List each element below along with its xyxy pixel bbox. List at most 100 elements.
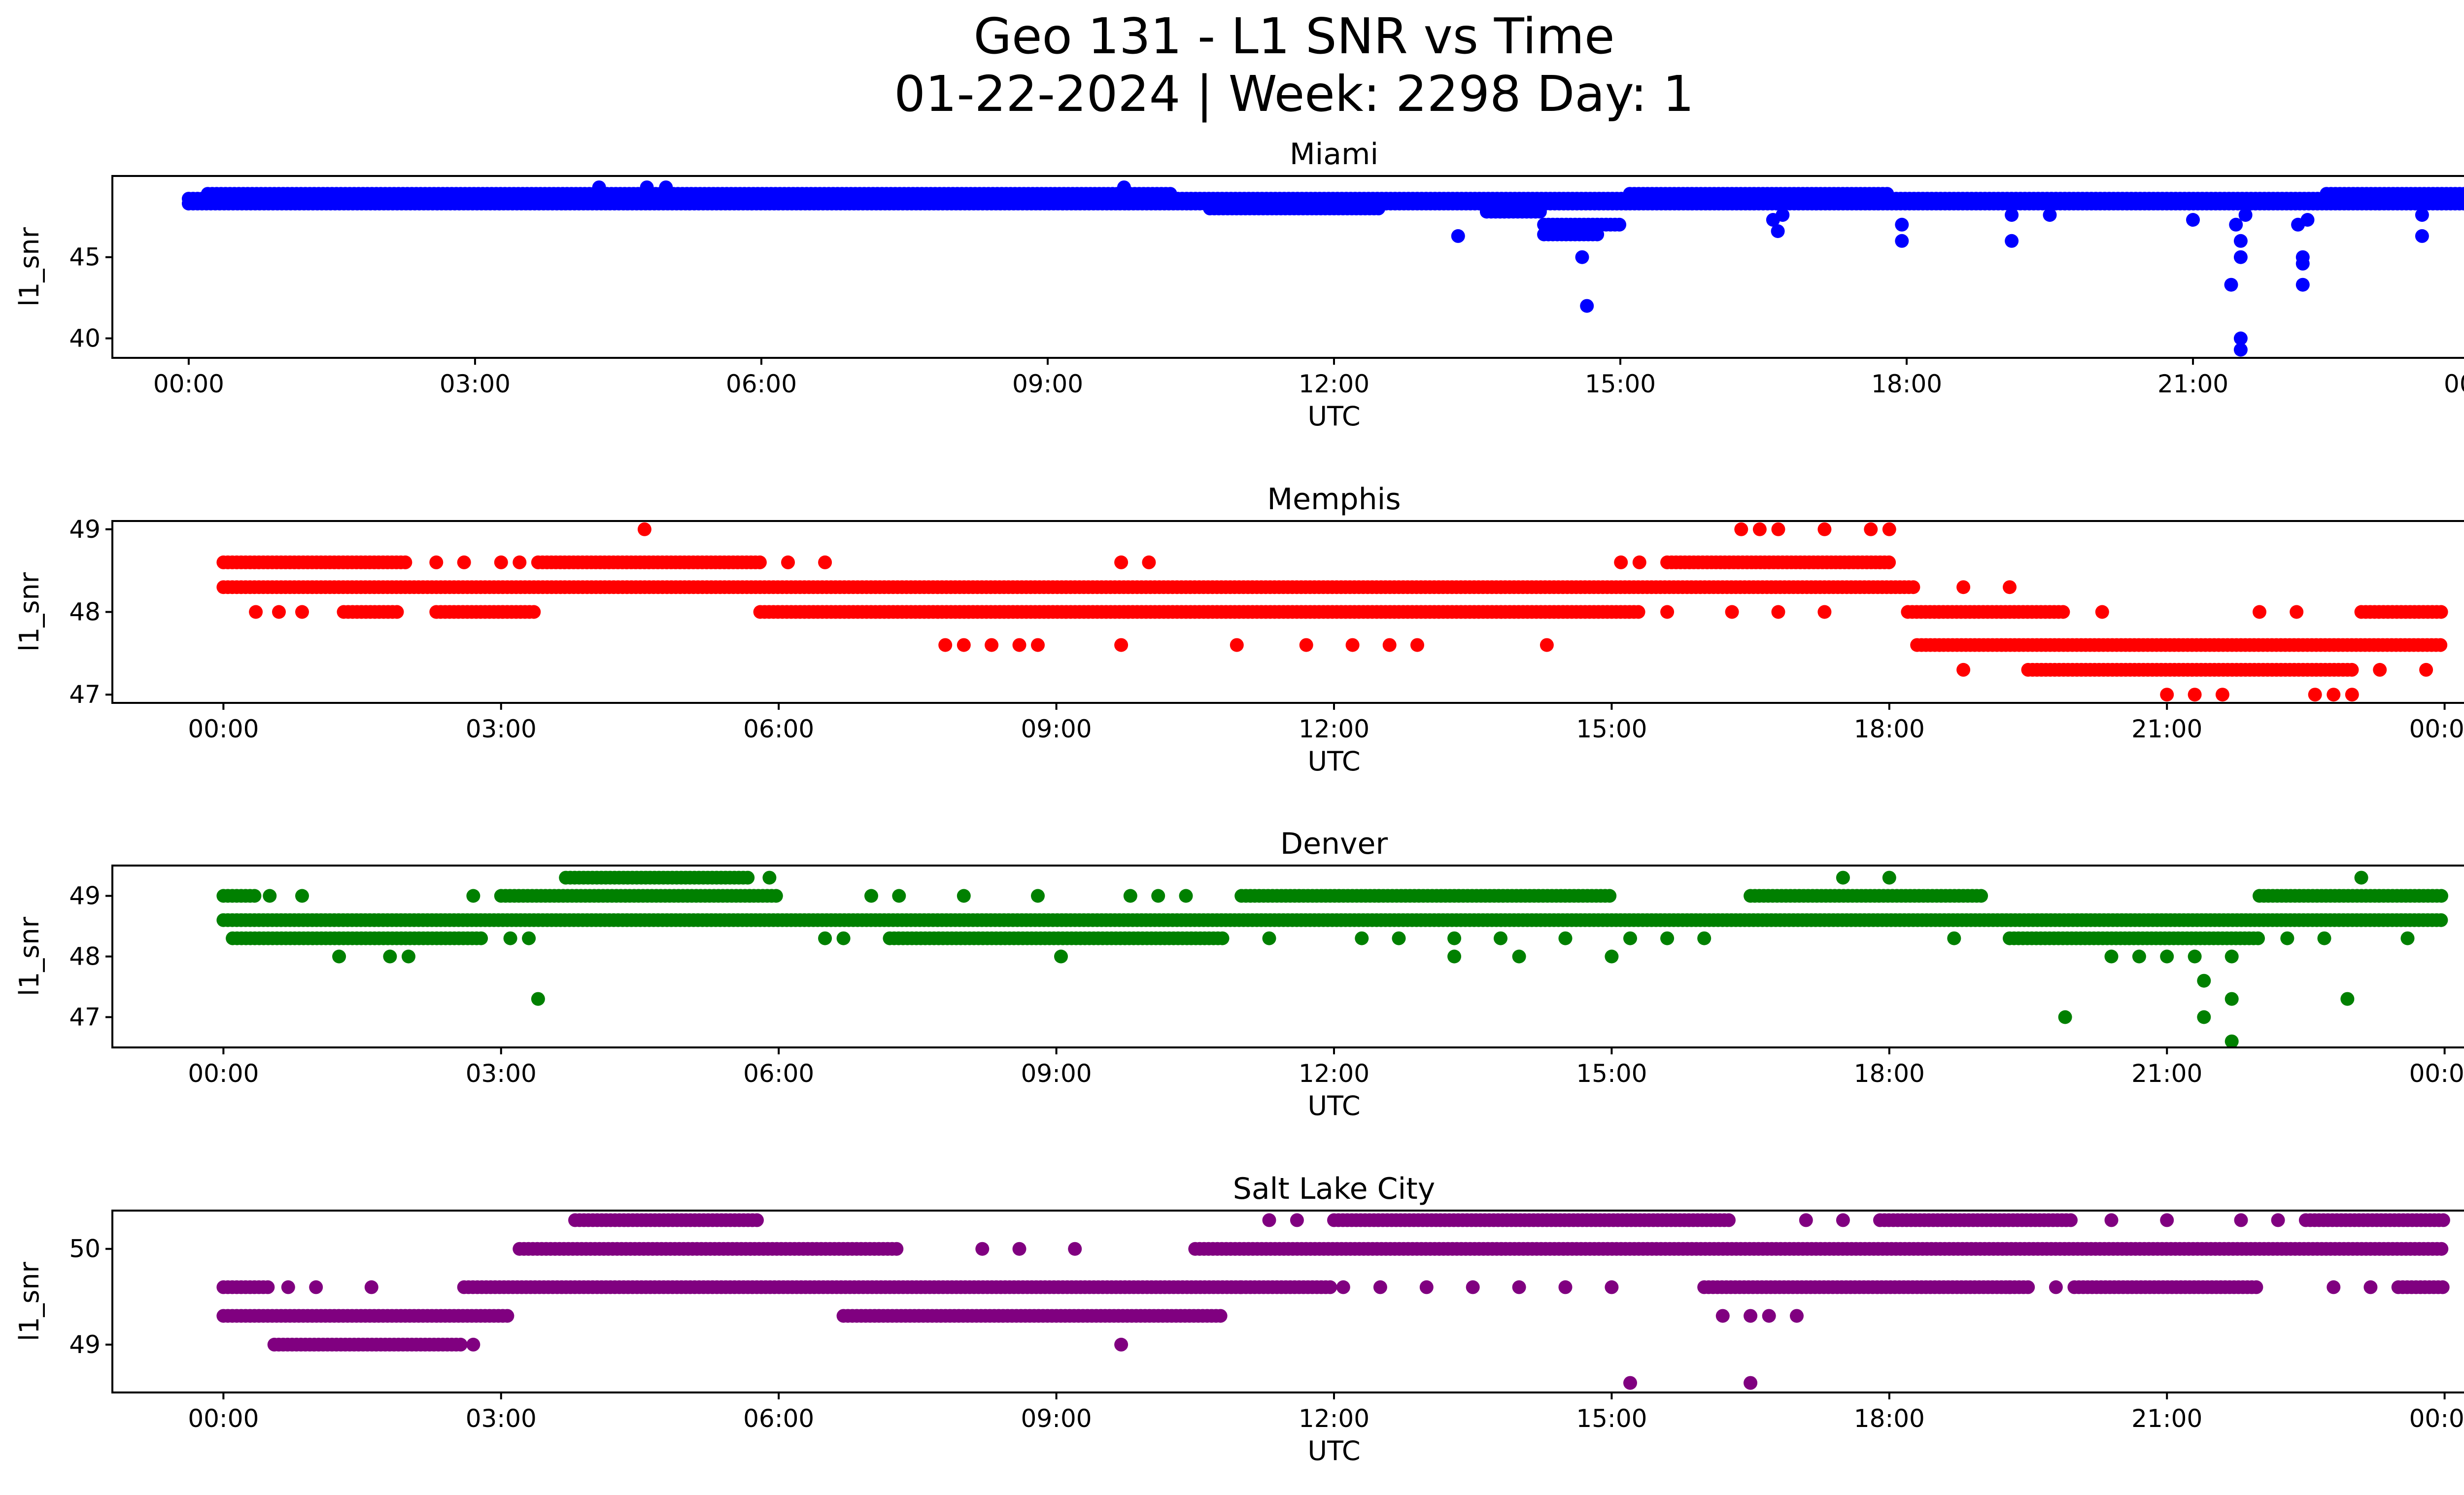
salt-lake-city-data-point [890,1242,904,1256]
salt-lake-city-y-tick-label: 50 [69,1235,101,1263]
salt-lake-city-panel-title: Salt Lake City [1233,1172,1436,1206]
denver-data-point [1262,931,1276,945]
salt-lake-city-data-point [750,1213,764,1227]
salt-lake-city-data-point [2271,1213,2285,1227]
memphis-data-point [494,555,508,569]
denver-data-point [2197,1010,2211,1024]
salt-lake-city-dense-band [216,1309,514,1323]
denver-data-point [2317,931,2331,945]
memphis-data-point [390,605,404,619]
memphis-data-point [398,555,412,569]
miami-data-point [659,180,673,195]
miami-data-point [2233,234,2248,248]
miami-data-point [2295,250,2310,264]
denver-data-point [2058,1010,2072,1024]
salt-lake-city-x-tick-label: 00:00 [2409,1404,2464,1433]
denver-x-tick-label: 18:00 [1854,1059,1925,1088]
memphis-data-point [2327,688,2341,702]
memphis-data-point [1114,555,1129,569]
memphis-x-tick-label: 00:00 [188,715,259,743]
memphis-data-point [1752,522,1767,536]
memphis-dense-band [337,605,404,619]
salt-lake-city-data-point [2249,1280,2263,1294]
salt-lake-city-data-point [1836,1213,1850,1227]
denver-data-point [466,889,480,903]
miami-data-point [1575,250,1589,264]
miami-data-point [2186,213,2200,227]
denver-dense-band [494,889,783,903]
miami-x-tick-label: 06:00 [726,370,797,398]
miami-data-point [2224,278,2238,292]
denver-data-point [1123,889,1137,903]
memphis-data-point [1882,555,1896,569]
miami-data-point [1117,180,1131,195]
denver-data-point [1054,949,1068,964]
memphis-data-point [2188,688,2202,702]
denver-data-point [332,949,346,964]
miami-x-tick-label: 15:00 [1585,370,1656,398]
salt-lake-city-dense-band [568,1213,764,1227]
memphis-data-point [1771,605,1785,619]
miami-data-point [1895,234,1909,248]
denver-data-point [474,931,488,945]
salt-lake-city-data-point [1466,1280,1480,1294]
salt-lake-city-data-point [1336,1280,1350,1294]
memphis-data-point [818,555,832,569]
miami-dense-band [1623,187,1894,201]
memphis-data-point [1734,522,1748,536]
memphis-data-point [429,555,444,569]
denver-data-point [1447,931,1462,945]
salt-lake-city-data-point [1213,1309,1228,1323]
denver-dense-band [1234,889,1617,903]
denver-data-point [2160,949,2174,964]
miami-dense-band [201,187,1177,201]
memphis-data-point [1142,555,1156,569]
miami-data-point [2295,278,2310,292]
salt-lake-city-y-axis-label: l1_snr [14,1261,45,1341]
miami-scatter-series [181,180,2464,357]
miami-dense-band [1203,201,1386,215]
salt-lake-city-data-point [1373,1280,1387,1294]
miami-data-point [2415,229,2429,243]
salt-lake-city-dense-band [2391,1280,2450,1294]
denver-x-tick-label: 09:00 [1021,1059,1092,1088]
denver-data-point [1605,949,1619,964]
denver-dense-band [2253,889,2448,903]
salt-lake-city-data-point [1799,1213,1813,1227]
salt-lake-city-data-point [2436,1213,2450,1227]
denver-data-point [1623,931,1637,945]
memphis-data-point [2253,605,2266,619]
miami-x-tick-label: 09:00 [1012,370,1083,398]
denver-data-point [864,889,878,903]
denver-data-point [295,889,309,903]
denver-data-point [836,931,851,945]
memphis-y-axis-label: l1_snr [14,572,45,652]
memphis-data-point [1382,638,1397,652]
denver-data-point [1603,889,1617,903]
denver-data-point [1882,870,1896,885]
miami-data-point [1771,224,1785,238]
miami-data-point [2043,208,2057,222]
figure-title-line2: 01-22-2024 | Week: 2298 Day: 1 [894,65,1694,123]
memphis-data-point [2290,605,2304,619]
denver-data-point [247,889,262,903]
miami-x-tick-label: 21:00 [2157,370,2228,398]
memphis-x-tick-label: 18:00 [1854,715,1925,743]
memphis-data-point [1632,555,1646,569]
miami-data-point [2300,213,2315,227]
denver-data-point [1512,949,1526,964]
miami-data-point [1371,201,1386,215]
denver-dense-band [883,931,1230,945]
memphis-dense-band [2354,605,2448,619]
salt-lake-city-dense-band [513,1242,904,1256]
salt-lake-city-data-point [1323,1280,1337,1294]
denver-dense-band [226,931,488,945]
salt-lake-city-data-point [1715,1309,1730,1323]
salt-lake-city-dense-band [1327,1213,1736,1227]
miami-data-point [2229,217,2243,232]
denver-data-point [1355,931,1369,945]
memphis-data-point [2433,638,2448,652]
salt-lake-city-data-point [2003,1280,2017,1294]
